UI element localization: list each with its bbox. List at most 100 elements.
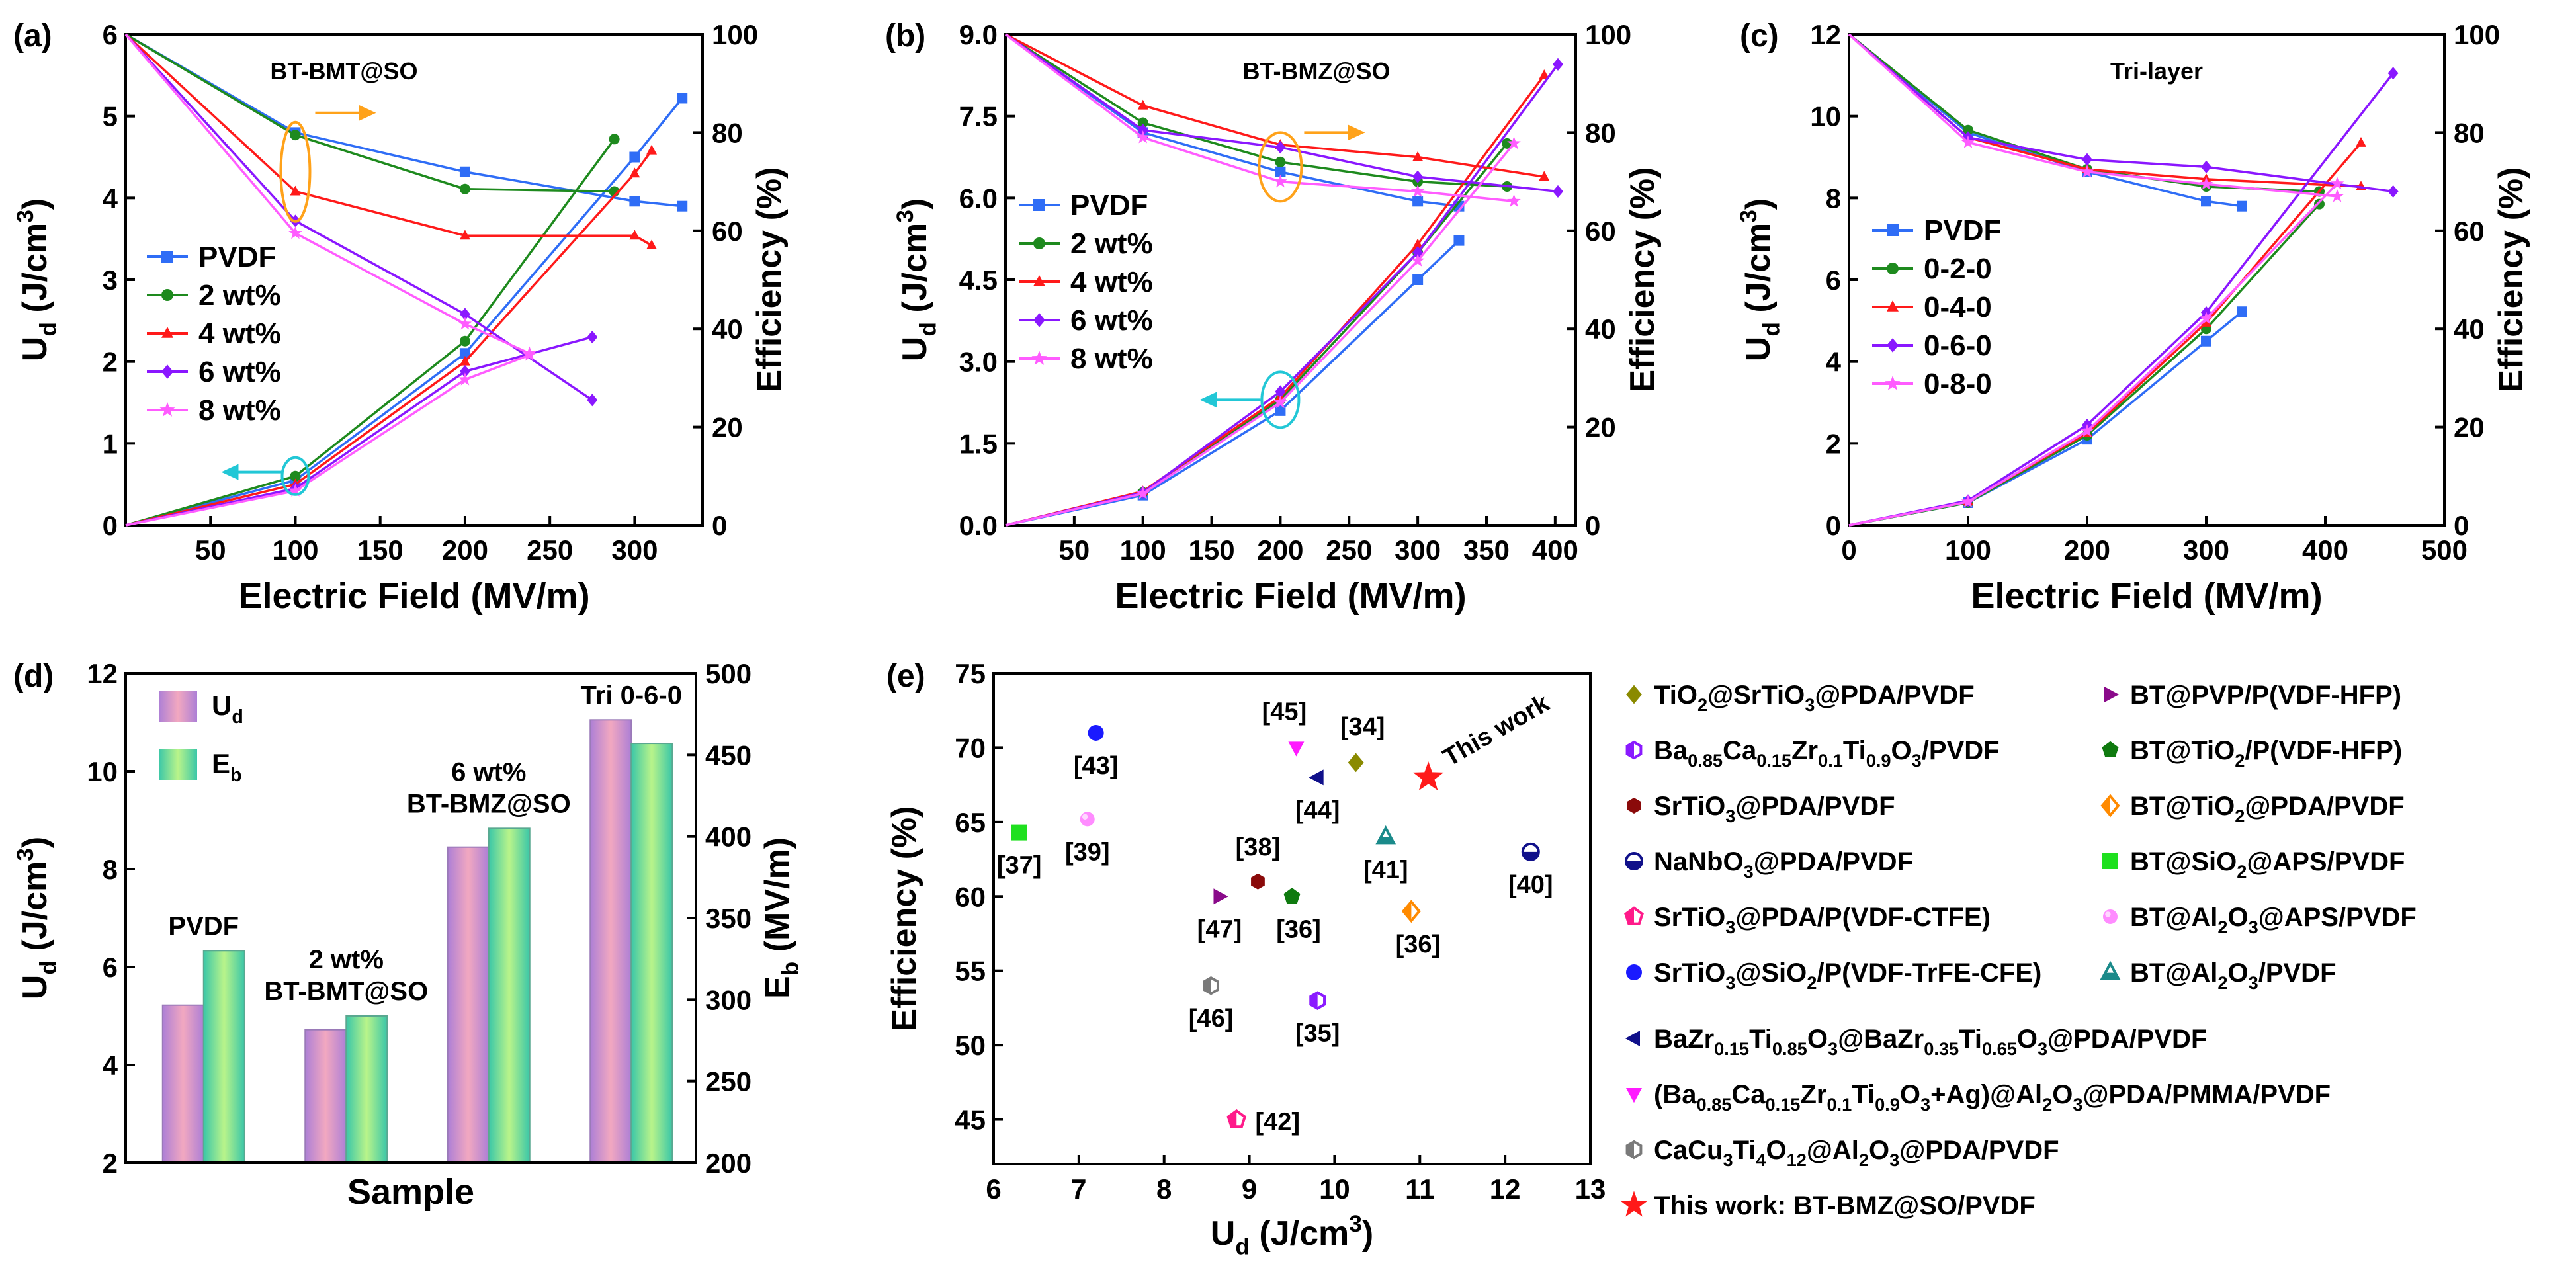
y2-tick-label: 60	[1585, 216, 1616, 247]
ud-point	[587, 330, 598, 344]
y-tick-label: 0	[1826, 510, 1841, 541]
reference-label: [36]	[1276, 915, 1321, 943]
y-tick-label: 10	[87, 756, 118, 787]
efficiency-line	[125, 33, 615, 193]
panel-d-chart: (d) 2 4 6 8 10 12 200 250 300 350 400 450 500 PVDF 2 wt…	[13, 658, 803, 1212]
ud-point	[2356, 137, 2366, 147]
y2-tick-label: 100	[2454, 19, 2500, 50]
indicator-ellipse	[1258, 131, 1303, 203]
eb-bar	[202, 950, 245, 1164]
y2-tick-label: 40	[2454, 314, 2485, 345]
y-axis-title: Ud (J/cm3)	[13, 837, 61, 999]
bar-category-label: PVDF	[168, 911, 239, 941]
y2-tick-label: 40	[1585, 314, 1616, 345]
ud-line	[125, 335, 593, 527]
ud-line	[1848, 203, 2321, 527]
legend-marker	[1625, 1140, 1643, 1160]
plot-frame	[992, 672, 1592, 1165]
x-tick-label: 9	[1242, 1173, 1257, 1204]
ud-point	[1412, 274, 1424, 285]
scatter-point	[1375, 825, 1396, 845]
y-tick-label: 50	[955, 1030, 986, 1061]
y2-tick-label: 400	[705, 822, 751, 853]
reference-label: [44]	[1295, 796, 1340, 824]
efficiency-point	[1275, 156, 1286, 167]
efficiency-point	[1137, 117, 1148, 128]
legend-label: 2 wt%	[198, 279, 281, 312]
efficiency-point	[1137, 99, 1148, 110]
legend-marker	[2102, 853, 2118, 869]
y-tick-label: 4	[1826, 347, 1842, 378]
y-tick-label: 12	[87, 658, 118, 689]
reference-label: [41]	[1363, 856, 1408, 884]
reference-label: [45]	[1262, 698, 1307, 726]
bar-category-label: Tri 0-6-0	[581, 681, 682, 710]
x-tick-label: 12	[1490, 1173, 1521, 1204]
x-tick-label: 150	[1189, 534, 1235, 566]
chart-title: BT-BMT@SO	[270, 58, 417, 85]
scatter-point	[1521, 842, 1540, 861]
x-tick-label: 400	[1532, 534, 1578, 566]
y-tick-label: 60	[955, 881, 986, 912]
efficiency-point	[629, 230, 640, 240]
y-axis-title: Ud (J/cm3)	[892, 198, 941, 361]
scatter-point	[1401, 900, 1422, 923]
ud-point	[629, 167, 640, 178]
x-tick-label: 10	[1319, 1173, 1350, 1204]
scatter-point	[1078, 810, 1096, 828]
x-tick-label: 100	[1945, 534, 1991, 566]
y2-tick-label: 250	[705, 1066, 751, 1097]
legend-label: CaCu3Ti4O12@Al2O3@PDA/PVDF	[1654, 1136, 2059, 1170]
legend-marker	[1885, 375, 1901, 390]
legend-label: TiO2@SrTiO3@PDA/PVDF	[1654, 681, 1975, 715]
legend-marker	[1626, 964, 1642, 980]
eb-bar	[630, 743, 673, 1163]
ud-point	[1507, 136, 1521, 149]
y-tick-label: 12	[1810, 19, 1841, 50]
y-tick-label: 6	[103, 19, 118, 50]
efficiency-point	[459, 308, 470, 321]
y2-tick-label: 200	[705, 1148, 751, 1179]
efficiency-point	[629, 196, 640, 207]
legend-label: BaZr0.15Ti0.85O3@BaZr0.35Ti0.65O3@PDA/PV…	[1654, 1025, 2207, 1059]
efficiency-point	[2080, 164, 2094, 178]
ud-point	[677, 93, 688, 104]
reference-label: [39]	[1065, 838, 1110, 866]
ud-point	[458, 372, 472, 386]
indicator-ellipse	[280, 456, 310, 496]
efficiency-point	[1275, 166, 1286, 177]
y-axis-title: Efficiency (%)	[885, 806, 923, 1032]
reference-label: [37]	[997, 852, 1042, 880]
y2-tick-label: 0	[1585, 510, 1600, 541]
arrow-left-icon	[221, 464, 239, 480]
legend-marker	[1887, 300, 1899, 312]
ud-point	[646, 144, 658, 155]
efficiency-point	[2201, 196, 2211, 207]
eb-bar	[488, 827, 531, 1164]
y-tick-label: 75	[955, 658, 986, 689]
ud-point	[2201, 335, 2211, 347]
x-axis-title: Electric Field (MV/m)	[238, 576, 589, 616]
ud-point	[459, 364, 470, 378]
ud-point	[2199, 311, 2213, 325]
y-tick-label: 1.5	[959, 428, 998, 459]
ud-point	[1412, 238, 1424, 249]
arrow-right-icon	[1348, 124, 1365, 141]
y-tick-label: 9.0	[959, 19, 998, 50]
plot-frame	[1848, 33, 2446, 527]
x-tick-label: 100	[272, 534, 318, 566]
legend-label: This work: BT-BMZ@SO/PVDF	[1654, 1191, 2036, 1220]
legend-marker	[1887, 338, 1899, 353]
x-tick-label: 50	[195, 534, 226, 566]
efficiency-point	[1136, 130, 1150, 144]
legend-marker	[2100, 960, 2121, 980]
y-tick-label: 55	[955, 956, 986, 987]
legend-label: 8 wt%	[198, 394, 281, 427]
arrow-left-icon	[1199, 392, 1217, 408]
plot-frame	[124, 672, 697, 1164]
x-tick-label: 6	[986, 1173, 1001, 1204]
legend-label: 0-2-0	[1924, 253, 1992, 285]
y2-tick-label: 20	[712, 412, 743, 443]
x-tick-label: 350	[1463, 534, 1510, 566]
